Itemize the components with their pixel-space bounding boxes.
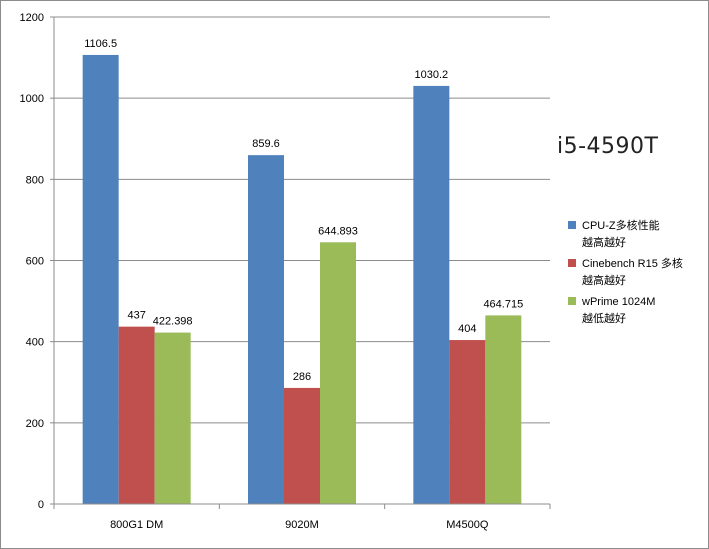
bar (284, 387, 320, 504)
y-tick-label: 400 (26, 337, 44, 349)
x-category-label: 800G1 DM (110, 519, 163, 531)
data-labels: 1106.5 437 422.398 859.6 286 644.893 1030.2 404… (84, 38, 523, 383)
chart-annotation: i5-4590T (557, 134, 659, 159)
legend-swatch (568, 297, 576, 305)
y-tick-label: 0 (38, 499, 44, 511)
bar (449, 340, 486, 504)
data-label: 644.893 (318, 225, 358, 237)
bar (485, 315, 522, 504)
data-label: 1030.2 (415, 69, 449, 81)
data-label: 422.398 (153, 316, 193, 328)
y-tick-label: 200 (26, 418, 44, 430)
x-category-label: 9020M (285, 519, 319, 531)
bar (248, 155, 284, 504)
legend-label: Cinebench R15 多核 (582, 256, 683, 270)
legend-label: 越高越好 (582, 273, 626, 287)
y-tick-label: 1200 (20, 12, 44, 24)
data-label: 464.715 (483, 298, 523, 310)
legend-swatch (568, 221, 576, 229)
legend-swatch (568, 259, 576, 267)
legend-label: wPrime 1024M (581, 296, 655, 308)
legend-label: 越低越好 (582, 311, 626, 325)
legend-label: CPU-Z多核性能 (582, 218, 660, 232)
bar (413, 85, 450, 505)
bar (154, 332, 191, 504)
bar (118, 326, 155, 504)
bar (320, 242, 356, 504)
data-label: 286 (293, 371, 311, 383)
x-category-labels: 800G1 DM 9020M M4500Q (110, 519, 489, 531)
data-label: 437 (127, 310, 145, 322)
axes (50, 16, 551, 509)
y-tick-label: 600 (26, 256, 44, 268)
data-label: 1106.5 (84, 38, 117, 50)
y-tick-label: 800 (26, 174, 44, 186)
data-label: 859.6 (252, 138, 280, 150)
data-label: 404 (458, 323, 476, 335)
legend-label: 越高越好 (582, 235, 626, 249)
bar (82, 54, 119, 505)
bars (82, 54, 522, 505)
legend-item: wPrime 1024M 越低越好 (568, 296, 655, 325)
y-tick-labels: 0 200 400 600 800 1000 1200 (20, 12, 44, 511)
y-tick-label: 1000 (20, 93, 44, 105)
x-category-label: M4500Q (446, 519, 489, 531)
